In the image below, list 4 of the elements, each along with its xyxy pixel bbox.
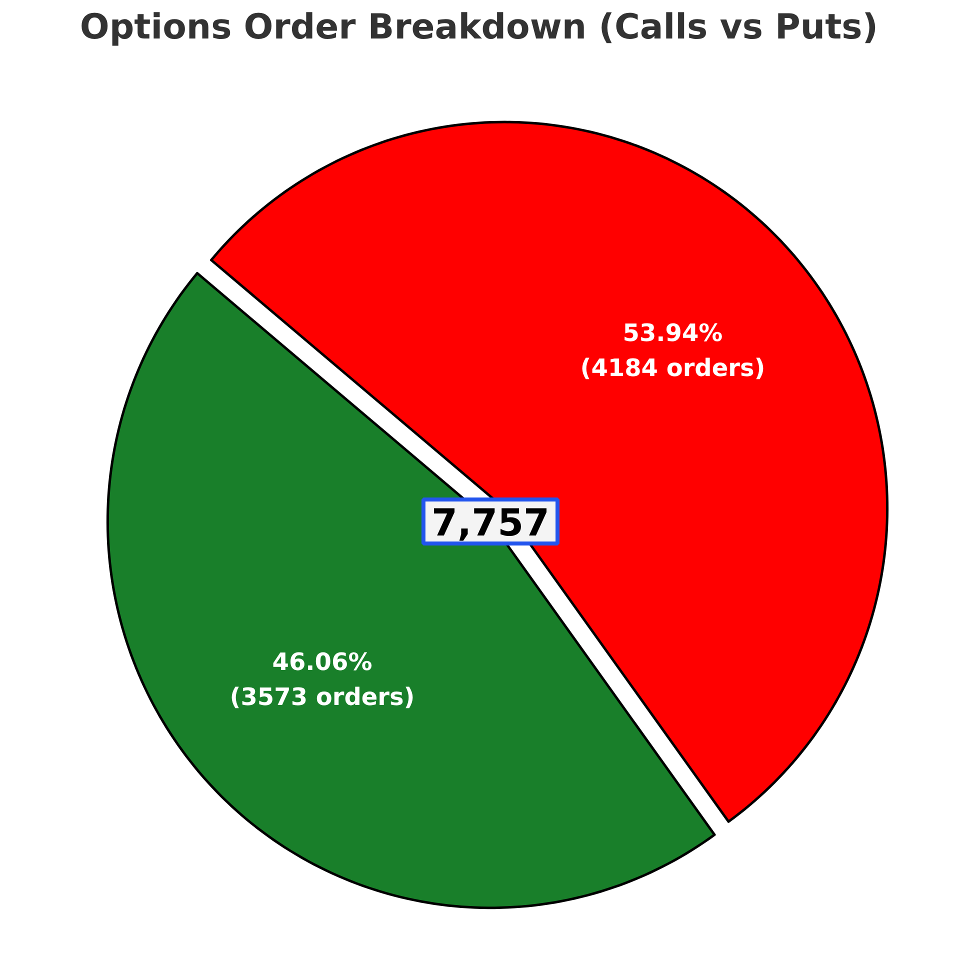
data-label: 53.94% (4184 orders): [580, 319, 766, 382]
text: 7,757: [431, 500, 550, 545]
data-label: 46.06% (3573 orders): [230, 648, 415, 711]
chart-title: Options Order Breakdown (Calls vs Puts): [80, 8, 878, 48]
